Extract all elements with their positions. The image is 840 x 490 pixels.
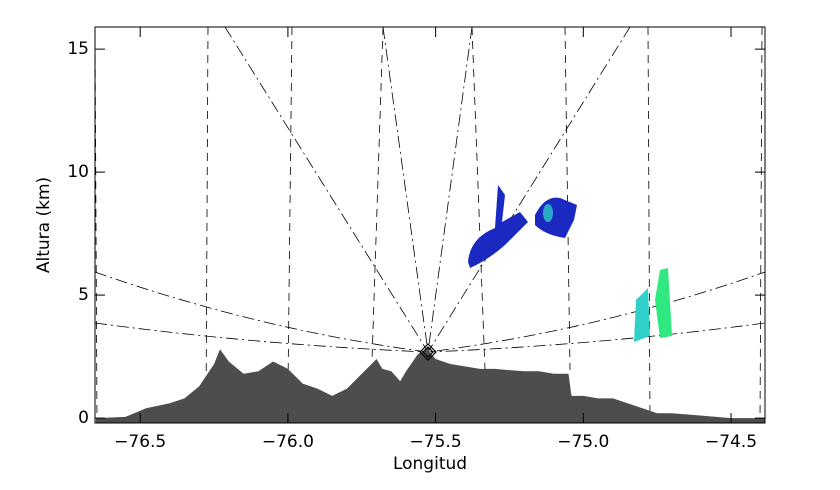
echo: [543, 204, 553, 222]
range-line: [647, 26, 651, 424]
range-line: [205, 26, 209, 413]
echo: [468, 185, 528, 268]
x-axis-label: Longitud: [393, 454, 467, 474]
range-line: [759, 26, 763, 424]
y-axis-label: Altura (km): [34, 177, 54, 273]
x-tick-label: −75.0: [557, 432, 609, 452]
ray: [427, 26, 473, 353]
y-tick-label: 0: [78, 408, 89, 428]
echo: [634, 288, 650, 342]
echo: [655, 268, 672, 338]
ray: [427, 26, 631, 353]
plot-area: [95, 349, 765, 423]
radar-site: [419, 343, 437, 361]
range-line: [564, 26, 571, 371]
y-tick-label: 15: [67, 39, 89, 59]
terrain: [95, 349, 765, 423]
range-line: [94, 26, 98, 424]
ray: [382, 26, 429, 353]
y-tick-label: 10: [67, 162, 89, 182]
x-tick-label: −76.5: [114, 432, 166, 452]
x-tick-label: −76.0: [262, 432, 314, 452]
radar-echoes: [468, 185, 672, 342]
x-tick-label: −74.5: [705, 432, 757, 452]
plot-frame: [94, 26, 766, 424]
x-tick-label: −75.5: [410, 432, 462, 452]
echo: [535, 197, 577, 238]
range-line: [471, 26, 486, 371]
range-line: [287, 26, 293, 386]
y-tick-label: 5: [78, 285, 89, 305]
ray: [224, 26, 429, 353]
range-line: [371, 26, 384, 361]
